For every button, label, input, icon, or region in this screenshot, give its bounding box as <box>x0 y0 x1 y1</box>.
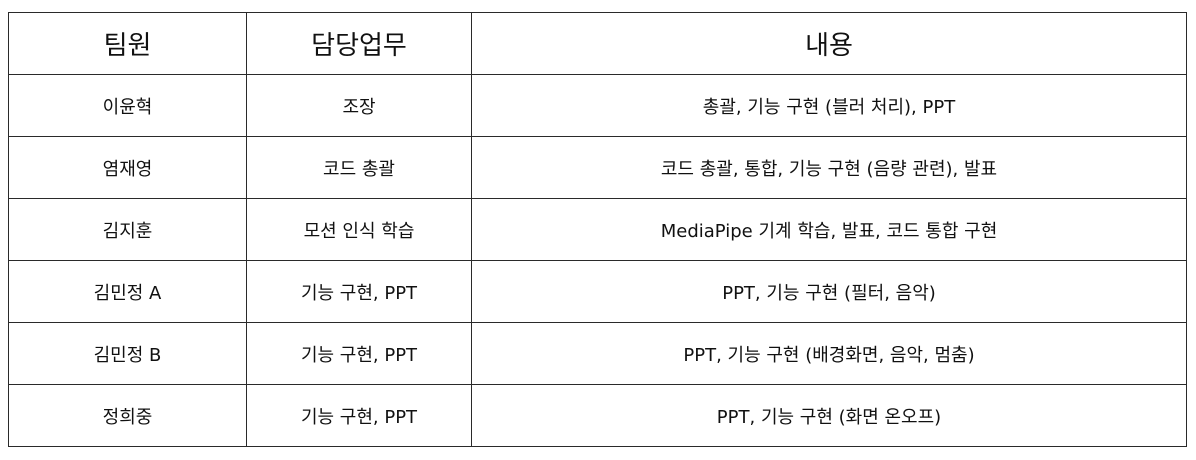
member-name: 김지훈 <box>102 220 153 242</box>
table-row: 정희중 기능 구현, PPT PPT, 기능 구현 (화면 온오프) <box>8 384 1187 447</box>
header-duty: 담당업무 <box>246 12 472 75</box>
table-header-row: 팀원 담당업무 내용 <box>8 12 1187 75</box>
cell-details: PPT, 기능 구현 (화면 온오프) <box>471 384 1187 447</box>
duty-text: 기능 구현, PPT <box>300 282 418 304</box>
duty-text: 기능 구현, PPT <box>300 344 418 366</box>
member-name: 김민정 A <box>93 282 162 304</box>
duty-text: 코드 총괄 <box>323 158 395 180</box>
table-row: 염재영 코드 총괄 코드 총괄, 통합, 기능 구현 (음량 관련), 발표 <box>8 136 1187 199</box>
cell-member: 염재영 <box>8 136 247 199</box>
details-text: PPT, 기능 구현 (화면 온오프) <box>716 406 942 428</box>
cell-member: 정희중 <box>8 384 247 447</box>
cell-duty: 모션 인식 학습 <box>246 198 472 261</box>
details-text: PPT, 기능 구현 (필터, 음악) <box>722 282 936 304</box>
details-text: 총괄, 기능 구현 (블러 처리), PPT <box>702 96 956 118</box>
table-row: 김지훈 모션 인식 학습 MediaPipe 기계 학습, 발표, 코드 통합 … <box>8 198 1187 261</box>
cell-member: 김민정 B <box>8 322 247 385</box>
cell-details: PPT, 기능 구현 (배경화면, 음악, 멈춤) <box>471 322 1187 385</box>
cell-duty: 조장 <box>246 74 472 137</box>
cell-duty: 기능 구현, PPT <box>246 322 472 385</box>
cell-member: 이윤혁 <box>8 74 247 137</box>
member-name: 정희중 <box>102 406 153 428</box>
header-details: 내용 <box>471 12 1187 75</box>
cell-details: 코드 총괄, 통합, 기능 구현 (음량 관련), 발표 <box>471 136 1187 199</box>
table-row: 김민정 A 기능 구현, PPT PPT, 기능 구현 (필터, 음악) <box>8 260 1187 323</box>
cell-details: PPT, 기능 구현 (필터, 음악) <box>471 260 1187 323</box>
cell-details: 총괄, 기능 구현 (블러 처리), PPT <box>471 74 1187 137</box>
cell-duty: 기능 구현, PPT <box>246 384 472 447</box>
team-roles-table: 팀원 담당업무 내용 이윤혁 조장 총괄, 기능 구현 (블러 처리), PPT… <box>8 12 1187 447</box>
table-row: 김민정 B 기능 구현, PPT PPT, 기능 구현 (배경화면, 음악, 멈… <box>8 322 1187 385</box>
cell-member: 김민정 A <box>8 260 247 323</box>
table-row: 이윤혁 조장 총괄, 기능 구현 (블러 처리), PPT <box>8 74 1187 137</box>
details-text: PPT, 기능 구현 (배경화면, 음악, 멈춤) <box>683 344 975 366</box>
cell-duty: 코드 총괄 <box>246 136 472 199</box>
cell-details: MediaPipe 기계 학습, 발표, 코드 통합 구현 <box>471 198 1187 261</box>
member-name: 김민정 B <box>93 344 162 366</box>
header-member: 팀원 <box>8 12 247 75</box>
duty-text: 모션 인식 학습 <box>303 220 415 242</box>
cell-duty: 기능 구현, PPT <box>246 260 472 323</box>
duty-text: 조장 <box>342 96 376 118</box>
duty-text: 기능 구현, PPT <box>300 406 418 428</box>
cell-member: 김지훈 <box>8 198 247 261</box>
member-name: 염재영 <box>102 158 153 180</box>
member-name: 이윤혁 <box>102 96 153 118</box>
details-text: 코드 총괄, 통합, 기능 구현 (음량 관련), 발표 <box>660 158 998 180</box>
details-text: MediaPipe 기계 학습, 발표, 코드 통합 구현 <box>660 220 998 242</box>
